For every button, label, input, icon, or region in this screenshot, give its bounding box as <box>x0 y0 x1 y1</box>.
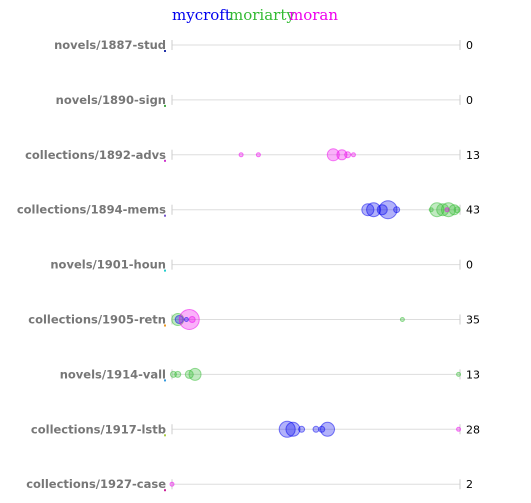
row-count: 13 <box>466 149 480 162</box>
data-point-moran <box>444 207 450 213</box>
data-point-moriarty <box>456 371 462 377</box>
legend-item-moriarty: moriarty <box>229 6 295 24</box>
row-label: novels/1890-sign <box>56 93 166 107</box>
data-point-moriarty <box>453 206 461 214</box>
data-point-moran <box>238 152 244 158</box>
row-1: novels/1890-sign 0 <box>56 93 473 107</box>
data-point-moran <box>326 148 340 162</box>
data-point-mycroft <box>361 203 375 217</box>
data-point-moran <box>255 152 261 158</box>
row-3: collections/1894-mems 43 <box>17 200 480 220</box>
row-label: collections/1894-mems <box>17 203 166 217</box>
row-count: 13 <box>466 368 480 381</box>
row-label: collections/1917-lstb <box>31 422 166 436</box>
data-point-moran <box>188 316 196 323</box>
row-5: collections/1905-retn 35 <box>28 309 480 330</box>
data-point-mycroft <box>312 425 320 433</box>
data-point-mycroft <box>278 420 296 438</box>
legend-item-moran: moran <box>289 6 338 24</box>
row-label: collections/1905-retn <box>28 313 166 327</box>
row-label: collections/1927-case <box>26 477 166 491</box>
data-point-mycroft <box>183 317 189 322</box>
row-count: 0 <box>466 94 473 107</box>
data-point-moriarty <box>399 317 405 322</box>
row-count: 28 <box>466 423 480 436</box>
data-point-moriarty <box>171 313 185 326</box>
row-4: novels/1901-houn 0 <box>50 258 473 272</box>
legend: mycroft moriarty moran <box>172 6 338 24</box>
row-count: 0 <box>466 259 473 272</box>
data-point-moriarty <box>174 370 182 378</box>
row-label: novels/1914-vall <box>60 367 166 381</box>
row-label: novels/1901-houn <box>50 258 166 272</box>
data-point-mycroft <box>378 200 398 220</box>
data-point-moriarty <box>440 202 456 218</box>
data-point-moran <box>169 481 175 487</box>
row-7: collections/1917-lstb 28 <box>31 420 480 438</box>
row-8: collections/1927-case 2 <box>26 477 473 492</box>
data-point-moran <box>336 149 348 161</box>
data-point-moran <box>344 151 352 159</box>
row-count: 0 <box>466 39 473 52</box>
data-point-mycroft <box>298 425 306 433</box>
row-count: 35 <box>466 314 480 327</box>
data-point-moriarty <box>188 367 202 381</box>
row-label: collections/1892-advs <box>25 148 166 162</box>
row-0: novels/1887-stud 0 <box>54 38 473 52</box>
row-count: 2 <box>466 478 473 491</box>
data-point-mycroft <box>320 421 336 437</box>
legend-item-mycroft: mycroft <box>172 6 231 24</box>
data-point-mycroft <box>285 421 301 437</box>
data-point-mycroft <box>393 206 401 214</box>
row-2: collections/1892-advs 13 <box>25 148 480 162</box>
data-point-mycroft <box>366 202 382 218</box>
row-label: novels/1887-stud <box>54 38 166 52</box>
data-point-moran <box>350 152 356 158</box>
data-point-moriarty <box>428 207 434 213</box>
row-6: novels/1914-vall 13 <box>60 367 480 382</box>
row-count: 43 <box>466 204 480 217</box>
rows: novels/1887-stud 0 novels/1890-sign 0 collec… <box>17 38 480 492</box>
data-point-moran <box>456 426 462 432</box>
